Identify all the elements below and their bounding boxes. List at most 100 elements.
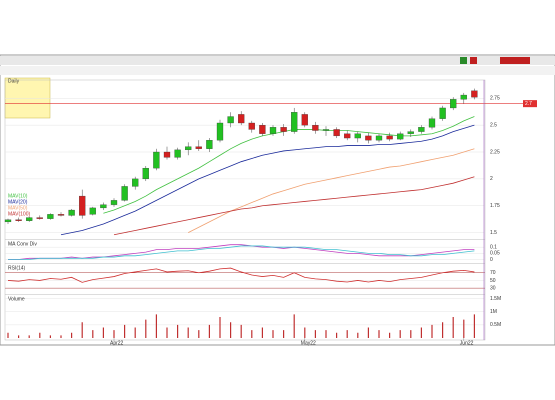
volume-bar <box>314 330 316 338</box>
y-tick-label: 0.5M <box>490 322 501 328</box>
volume-bar <box>399 330 401 338</box>
y-tick-label: 2.75 <box>490 96 500 102</box>
x-tick-label: Jun22 <box>460 340 474 346</box>
volume-bar <box>28 335 30 338</box>
y-tick-label: 1.75 <box>490 203 500 209</box>
candle-body <box>132 178 139 187</box>
volume-bar <box>230 322 232 338</box>
y-tick-label: 2.25 <box>490 149 500 155</box>
volume-bar <box>177 324 179 338</box>
toolbar-button[interactable] <box>460 57 467 64</box>
volume-bar <box>357 332 359 338</box>
volume-bar <box>283 330 285 338</box>
candle-body <box>259 124 266 134</box>
y-tick-label: 0.05 <box>490 251 500 257</box>
window-frame <box>0 54 555 346</box>
candle-body <box>397 133 404 140</box>
volume-bar <box>272 330 274 338</box>
volume-bar <box>113 330 115 338</box>
candle-body <box>439 107 446 119</box>
y-tick-label: 2.5 <box>490 122 497 128</box>
volume-bar <box>261 327 263 338</box>
volume-bar <box>325 330 327 338</box>
candle-body <box>450 99 457 109</box>
legend-label: MAV(50) <box>8 205 28 211</box>
volume-bar <box>7 332 9 338</box>
volume-bar <box>208 324 210 338</box>
panel-title: Volume <box>8 296 25 302</box>
volume-bar <box>60 335 62 338</box>
legend-label: MAV(20) <box>8 199 28 205</box>
candle-body <box>15 219 22 221</box>
volume-bar <box>71 332 73 338</box>
volume-bar <box>198 330 200 338</box>
y-tick-label: 0 <box>490 257 493 263</box>
candle-body <box>110 200 118 205</box>
line <box>60 124 475 236</box>
volume-bar <box>39 332 41 338</box>
volume-bar <box>389 332 391 338</box>
candle-body <box>68 209 75 216</box>
candle-body <box>460 94 467 100</box>
candle-body <box>238 114 245 124</box>
line <box>7 267 475 283</box>
candle-body <box>121 186 128 201</box>
volume-bar <box>431 324 433 338</box>
volume-bar <box>145 319 147 338</box>
volume-bar <box>251 330 253 338</box>
price-tag-label: 2.7 <box>525 101 532 107</box>
candle-body <box>333 129 340 137</box>
candle-body <box>185 146 192 151</box>
volume-bar <box>304 327 306 338</box>
line <box>8 244 475 260</box>
y-tick-label: 50 <box>490 278 496 284</box>
volume-bar <box>81 322 83 338</box>
volume-bar <box>18 335 20 338</box>
volume-bar <box>102 327 104 338</box>
volume-bar <box>367 327 369 338</box>
toolbar[interactable] <box>0 56 555 65</box>
candle-body <box>89 207 96 215</box>
y-tick-label: 0.1 <box>490 245 497 251</box>
plot-frame <box>4 79 486 341</box>
candle-body <box>142 167 149 180</box>
candle-body <box>375 135 383 141</box>
volume-bar <box>187 327 189 338</box>
volume-bar <box>378 330 380 338</box>
legend-label: MAV(100) <box>8 211 30 217</box>
candle-body <box>206 140 213 149</box>
volume-bar <box>452 317 454 338</box>
candle-body <box>407 131 414 134</box>
volume-bar <box>346 330 348 338</box>
candle-body <box>36 217 43 219</box>
volume-bar <box>410 330 412 338</box>
y-tick-label: 30 <box>490 285 496 291</box>
candle-body <box>47 214 54 219</box>
toolbar-button[interactable] <box>470 57 477 64</box>
volume-bar <box>442 322 444 338</box>
candle-body <box>195 146 202 149</box>
info-box <box>4 77 51 119</box>
candle-body <box>153 151 160 169</box>
candle-body <box>269 127 277 134</box>
candle-body <box>4 219 12 223</box>
x-tick-label: May22 <box>301 340 316 346</box>
x-tick-label: Apr22 <box>110 340 124 346</box>
candle-body <box>386 135 393 140</box>
legend-label: MAV(10) <box>8 193 28 199</box>
toolbar-button[interactable] <box>500 57 530 64</box>
candle-body <box>418 127 425 132</box>
price-tag <box>523 100 537 108</box>
volume-bar <box>293 314 295 338</box>
volume-bar <box>155 314 157 338</box>
candle-body <box>365 135 372 141</box>
candle-body <box>428 118 436 128</box>
candle-body <box>100 204 107 209</box>
panel-title: MA Conv Div <box>8 241 37 247</box>
y-tick-label: 2 <box>490 176 493 182</box>
toolbar[interactable] <box>0 66 555 75</box>
y-tick-label: 1M <box>490 309 497 315</box>
candle-body <box>291 112 298 132</box>
volume-bar <box>124 324 126 338</box>
panel-title: RSI(14) <box>8 265 26 271</box>
